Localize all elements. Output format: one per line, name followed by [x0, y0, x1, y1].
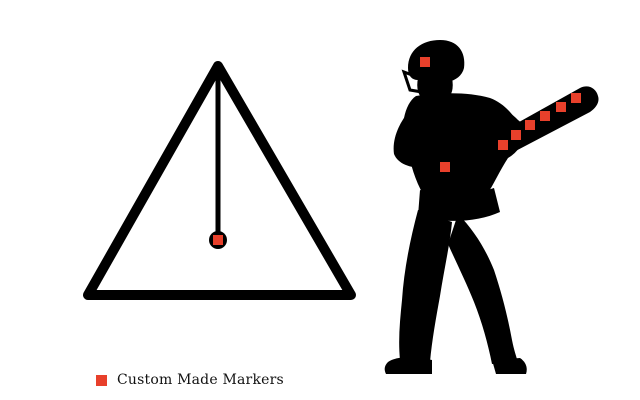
legend: Custom Made Markers	[96, 372, 284, 388]
left-arm	[393, 110, 446, 168]
marker-bat-2	[511, 130, 521, 140]
right-leg	[448, 214, 518, 364]
left-leg	[399, 210, 452, 362]
marker-bat-5	[556, 102, 566, 112]
marker-bat-3	[525, 120, 535, 130]
right-shoe	[492, 358, 527, 374]
legend-marker-swatch	[96, 374, 107, 386]
marker-helmet	[420, 57, 430, 67]
cricket-batsman-silhouette	[384, 40, 599, 374]
marker-bat-6	[571, 93, 581, 103]
marker-waist	[440, 162, 450, 172]
pendulum-marker	[213, 235, 223, 245]
marker-bat-4	[540, 111, 550, 121]
left-shoe	[384, 357, 432, 374]
pendulum-triangle	[83, 61, 356, 300]
legend-label: Custom Made Markers	[117, 372, 284, 388]
marker-bat-1	[498, 140, 508, 150]
helmet	[408, 40, 465, 82]
hips	[418, 188, 500, 221]
batsman-markers	[420, 57, 581, 172]
triangle-frame	[83, 61, 356, 300]
